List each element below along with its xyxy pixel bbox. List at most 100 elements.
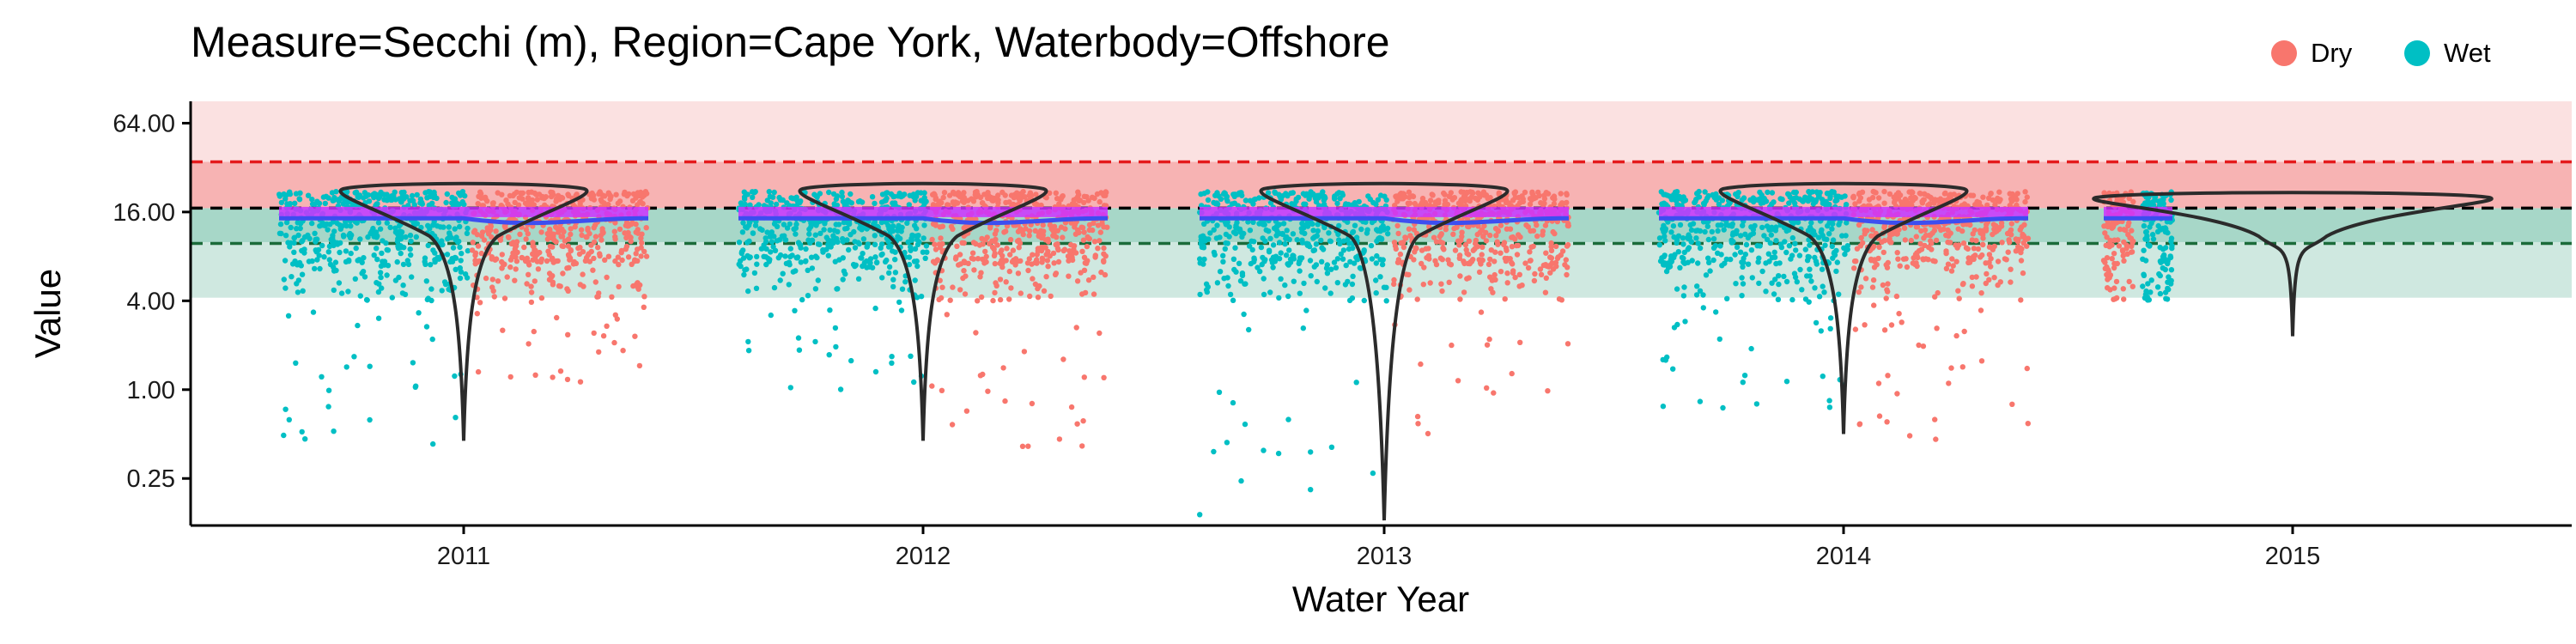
dry-point — [1523, 222, 1529, 228]
wet-point — [1310, 191, 1316, 197]
dry-point — [1909, 189, 1915, 195]
dry-point — [1029, 192, 1035, 199]
wet-point — [300, 288, 306, 294]
wet-point — [739, 229, 746, 235]
wet-point — [457, 275, 464, 282]
dry-point — [2013, 236, 2019, 242]
wet-point — [384, 197, 390, 204]
wet-point — [803, 246, 809, 252]
wet-point — [1716, 195, 1722, 201]
wet-point — [1760, 199, 1766, 206]
dry-point — [578, 227, 585, 233]
dry-point — [1969, 274, 1975, 281]
wet-point — [1334, 256, 1341, 262]
dry-point — [1073, 325, 1079, 331]
wet-point — [872, 254, 878, 260]
wet-point — [1279, 231, 1286, 237]
wet-point — [1242, 421, 1249, 428]
wet-point — [805, 267, 811, 273]
wet-point — [1839, 233, 1845, 239]
wet-point — [860, 251, 866, 257]
wet-point — [906, 254, 913, 260]
dry-point — [592, 279, 598, 285]
wet-point — [400, 196, 407, 202]
wet-point — [825, 252, 831, 258]
wet-point — [306, 258, 313, 264]
dry-point — [1036, 233, 1042, 240]
dry-point — [601, 202, 608, 208]
wet-point — [1695, 260, 1701, 266]
dry-point — [1492, 271, 1498, 278]
dry-point — [1910, 196, 1916, 202]
wet-point — [1301, 201, 1307, 207]
wet-point — [1658, 189, 1665, 195]
dry-point — [1883, 295, 1889, 301]
dry-point — [1081, 193, 1088, 199]
dry-point — [2115, 237, 2121, 243]
dry-point — [580, 249, 586, 255]
wet-point — [1200, 233, 1206, 239]
dry-point — [1082, 289, 1089, 296]
wet-point — [458, 258, 464, 264]
dry-point — [590, 267, 596, 273]
wet-point — [1771, 291, 1777, 297]
dry-point — [501, 223, 507, 229]
wet-point — [2147, 242, 2153, 249]
dry-point — [550, 231, 556, 237]
wet-point — [1826, 231, 1832, 237]
wet-point — [1247, 197, 1254, 204]
wet-point — [1327, 238, 1334, 245]
dry-point — [1436, 197, 1442, 204]
dry-point — [2123, 242, 2129, 248]
wet-point — [787, 385, 793, 391]
wet-point — [331, 287, 337, 294]
dry-point — [975, 256, 981, 262]
wet-point — [425, 222, 431, 228]
wet-point — [1239, 272, 1246, 278]
dry-point — [1493, 233, 1499, 239]
dry-point — [1072, 250, 1079, 256]
wet-point — [761, 253, 767, 259]
wet-point — [776, 237, 783, 243]
wet-point — [911, 379, 917, 386]
wet-point — [430, 440, 436, 447]
wet-point — [1340, 256, 1346, 262]
dry-point — [534, 250, 540, 256]
y-tick-label: 4.00 — [127, 288, 175, 315]
dry-point — [1027, 293, 1033, 300]
dry-point — [969, 250, 976, 256]
wet-point — [1675, 249, 1682, 255]
wet-point — [287, 191, 294, 197]
dry-point — [2128, 235, 2135, 241]
wet-point — [782, 236, 788, 243]
dry-point — [568, 247, 574, 254]
dry-point — [1995, 258, 2002, 264]
dry-point — [1896, 191, 1903, 197]
wet-point — [2159, 197, 2165, 204]
dry-point — [1919, 198, 1925, 204]
dry-point — [1965, 246, 1971, 252]
wet-point — [464, 230, 471, 236]
wet-point — [1229, 201, 1236, 207]
wet-point — [1260, 222, 1267, 228]
wet-point — [417, 196, 424, 203]
dry-point — [1473, 240, 1479, 246]
dry-point — [1510, 270, 1516, 276]
dry-point — [557, 368, 564, 374]
wet-point — [1291, 278, 1297, 284]
wet-point — [2145, 281, 2151, 287]
wet-point — [787, 221, 793, 228]
wet-point — [817, 241, 823, 247]
wet-point — [792, 307, 798, 313]
dry-point — [932, 241, 938, 247]
wet-point — [1703, 272, 1710, 278]
dry-point — [524, 281, 530, 287]
dry-point — [1449, 342, 1455, 349]
dry-point — [629, 197, 636, 204]
wet-point — [1713, 309, 1719, 315]
dry-point — [1543, 275, 1550, 281]
dry-point — [2024, 243, 2030, 249]
dry-point — [1074, 421, 1080, 427]
wet-point — [1221, 190, 1228, 196]
wet-point — [407, 246, 413, 252]
